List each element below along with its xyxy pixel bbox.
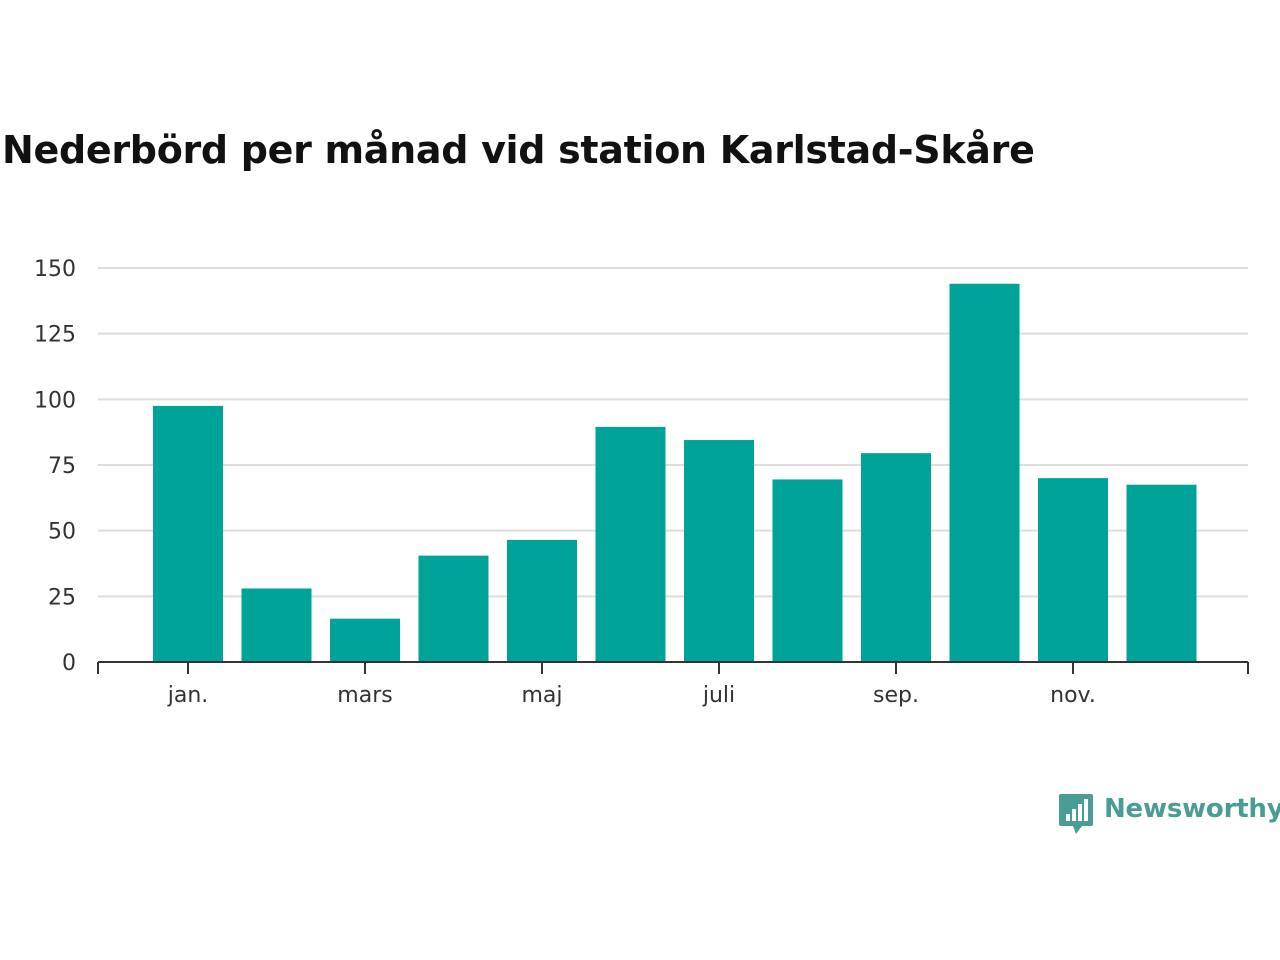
x-tick-label: sep. (873, 683, 919, 708)
chart-title: Nederbörd per månad vid station Karlstad… (2, 128, 1035, 172)
y-tick-label: 25 (48, 585, 76, 610)
y-tick-label: 150 (34, 257, 76, 282)
y-tick-label: 50 (48, 520, 76, 545)
bar-juli (684, 440, 754, 662)
newsworthy-logo: Newsworthy (1058, 790, 1280, 836)
bar-juni (595, 426, 666, 662)
x-tick-label: maj (521, 683, 562, 708)
bars (153, 283, 1197, 662)
bar-april (418, 555, 489, 662)
bar-nov (1038, 478, 1108, 662)
x-axis-labels: jan. mars maj juli sep. nov. (167, 683, 1096, 708)
bar-aug (772, 479, 843, 662)
bar-okt (949, 283, 1020, 662)
x-tick-label: jan. (167, 683, 209, 708)
bar-feb (241, 588, 312, 662)
x-tick-label: nov. (1050, 683, 1096, 708)
bar-maj (507, 539, 577, 662)
bar-chart-speech-bubble-icon (1059, 794, 1093, 834)
bar-dec (1126, 484, 1197, 662)
bar-jan (153, 405, 223, 662)
y-tick-label: 100 (34, 388, 76, 413)
brand-name: Newsworthy (1104, 794, 1280, 824)
x-tick-label: juli (702, 683, 735, 708)
y-axis-labels: 0 25 50 75 100 125 150 (34, 257, 76, 676)
axes (97, 661, 1249, 674)
y-tick-label: 0 (62, 651, 76, 676)
x-tick-label: mars (337, 683, 392, 708)
bar-mars (330, 618, 400, 662)
y-tick-label: 75 (48, 454, 76, 479)
bar-sep (861, 453, 931, 662)
y-tick-label: 125 (34, 323, 76, 348)
